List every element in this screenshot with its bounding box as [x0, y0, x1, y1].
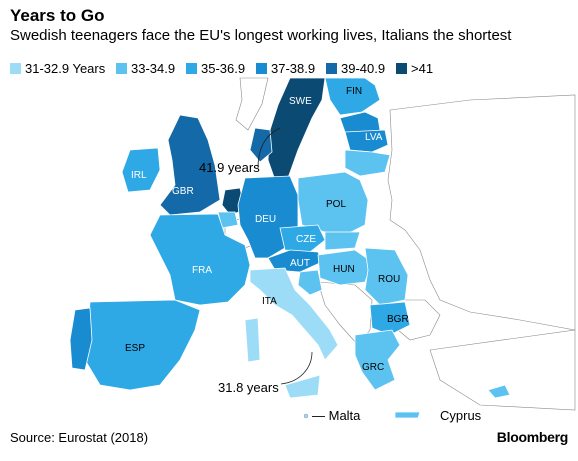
turkey	[429, 329, 576, 411]
country-sweden	[267, 77, 326, 181]
map-annotations: 41.9 years 31.8 years — Malta Cyprus	[199, 160, 482, 423]
label-ita: ITA	[262, 296, 277, 307]
label-cze: CZE	[296, 234, 316, 245]
label-fra: FRA	[192, 265, 212, 276]
label-gbr: GBR	[172, 186, 194, 197]
legend-swatch	[396, 63, 407, 74]
country-france	[149, 213, 251, 306]
label-swe: SWE	[289, 96, 312, 107]
bloomberg-logo: Bloomberg	[496, 429, 569, 445]
country-slovakia	[324, 231, 361, 251]
annotation-arrows	[257, 127, 313, 385]
legend-swatch	[10, 63, 21, 74]
country-ireland	[121, 147, 161, 193]
label-bgr: BGR	[387, 314, 409, 325]
label-irl: IRL	[131, 170, 147, 181]
country-denmark	[249, 127, 273, 163]
country-labels: SWE FIN LVA IRL GBR DEU POL CZE FRA AUT …	[125, 86, 409, 373]
legend-label: 37-38.9	[271, 61, 316, 76]
country-greece	[354, 329, 401, 391]
country-sardinia	[244, 317, 261, 363]
country-czech	[279, 224, 326, 253]
country-italy	[249, 267, 339, 361]
country-finland	[324, 77, 381, 116]
label-esp: ESP	[125, 343, 145, 354]
label-fin: FIN	[346, 86, 362, 97]
legend-swatch	[256, 63, 267, 74]
country-latvia	[344, 129, 389, 153]
legend-label: >41	[411, 61, 434, 76]
country-portugal	[69, 307, 93, 371]
eu-countries	[69, 77, 511, 419]
legend-swatch	[116, 63, 127, 74]
country-great-britain	[159, 114, 221, 216]
country-sicily	[284, 374, 321, 399]
label-deu: DEU	[255, 214, 276, 225]
italy-annotation: 31.8 years	[218, 380, 279, 395]
country-lithuania	[344, 149, 391, 177]
label-rou: ROU	[378, 274, 400, 285]
sweden-arrow	[257, 127, 281, 169]
country-crete	[394, 411, 421, 419]
country-slovenia-croatia	[297, 269, 323, 296]
map-subtitle: Swedish teenagers face the EU's longest …	[10, 27, 512, 44]
legend-label: 39-40.9	[341, 61, 386, 76]
country-bulgaria	[369, 301, 411, 336]
label-lva: LVA	[365, 132, 383, 143]
country-poland	[297, 171, 369, 236]
italy-arrow	[280, 351, 313, 385]
label-hun: HUN	[333, 264, 355, 275]
malta-annotation: — Malta	[312, 408, 361, 423]
legend-label: 35-36.9	[201, 61, 246, 76]
source-note: Source: Eurostat (2018)	[10, 430, 149, 445]
legend-swatch	[326, 63, 337, 74]
legend-label: 31-32.9 Years	[25, 61, 106, 76]
east-europe	[387, 94, 576, 331]
label-pol: POL	[326, 199, 346, 210]
sweden-annotation: 41.9 years	[199, 160, 260, 175]
cyprus-annotation: Cyprus	[440, 408, 482, 423]
country-romania	[364, 247, 409, 306]
country-cyprus	[487, 384, 511, 399]
label-grc: GRC	[362, 362, 384, 373]
norway	[235, 77, 269, 131]
label-aut: AUT	[290, 258, 310, 269]
map-title: Years to Go	[10, 6, 105, 25]
country-malta	[303, 413, 309, 419]
non-eu-land	[224, 77, 576, 411]
legend-swatch	[186, 63, 197, 74]
legend-label: 33-34.9	[131, 61, 176, 76]
europe-map: SWE FIN LVA IRL GBR DEU POL CZE FRA AUT …	[69, 77, 576, 423]
